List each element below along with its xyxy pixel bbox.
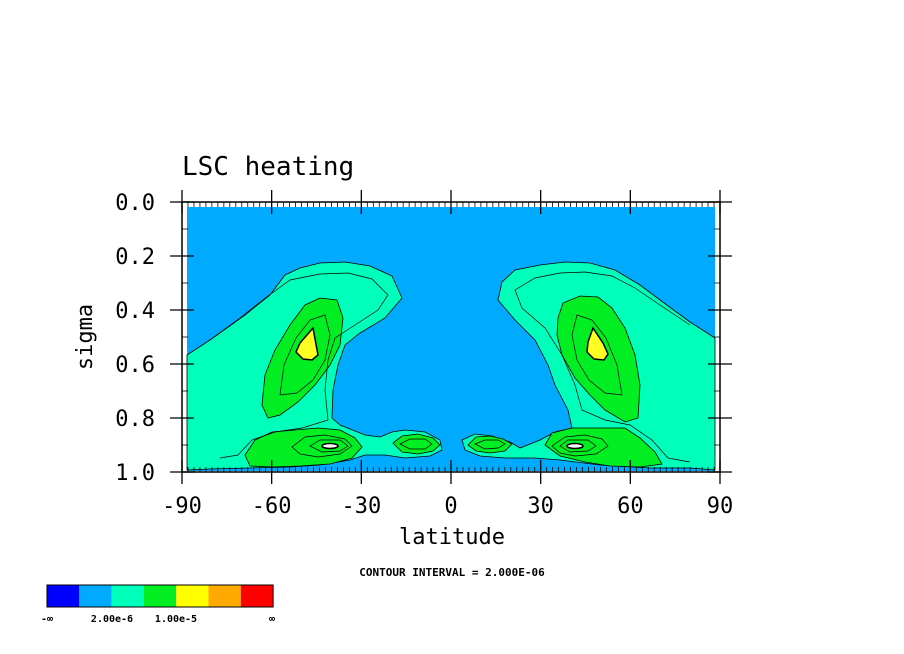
y-tick-label: 0.0 <box>115 191 155 216</box>
colorbar-label: ∞ <box>269 614 275 625</box>
x-tick-label: 90 <box>707 494 734 519</box>
contour-cell-north-equatorial <box>467 435 513 454</box>
x-tick-label: -90 <box>162 494 202 519</box>
y-tick-label: 0.2 <box>115 245 155 270</box>
contour-max-south <box>295 326 319 361</box>
colorbar-swatch <box>240 585 274 607</box>
y-tick-label: 0.4 <box>115 299 155 324</box>
contour-cell-south-equatorial <box>392 433 441 455</box>
colorbar-swatch <box>79 585 112 607</box>
y-tick-label: 0.8 <box>115 407 155 432</box>
contour-line <box>279 314 331 396</box>
colorbar-frame <box>46 584 274 608</box>
colorbar: -∞ 2.00e-6 1.00e-5 ∞ <box>41 584 275 625</box>
contour-line <box>559 439 597 453</box>
contour-line <box>399 438 433 450</box>
x-tick-label: -30 <box>341 494 381 519</box>
colorbar-label: 1.00e-5 <box>155 614 197 625</box>
x-tick-label: 0 <box>444 494 457 519</box>
colorbar-swatch <box>143 585 177 607</box>
contour-line <box>474 439 506 450</box>
contour-peak-south-low <box>321 442 339 450</box>
colorbar-label: 2.00e-6 <box>91 614 133 625</box>
contour-line <box>291 434 353 458</box>
contour-line <box>551 434 609 457</box>
contour-interval-note: CONTOUR INTERVAL = 2.000E-06 <box>359 566 545 579</box>
x-tick-label: 30 <box>527 494 554 519</box>
colorbar-swatch <box>208 585 241 607</box>
colorbar-label: -∞ <box>41 614 53 625</box>
x-tick-label: 60 <box>617 494 644 519</box>
y-tick-label: 1.0 <box>115 461 155 486</box>
x-tick-label: -60 <box>252 494 292 519</box>
y-tick-label: 0.6 <box>115 353 155 378</box>
x-axis: -90 -60 -30 0 30 60 90 <box>162 190 733 519</box>
colorbar-swatch <box>111 585 144 607</box>
colorbar-swatch <box>176 585 209 607</box>
y-axis-label: sigma <box>73 304 98 370</box>
contour-band-north-lower <box>544 427 663 468</box>
x-axis-label: latitude <box>399 525 505 550</box>
contour-peak-north-low <box>566 442 584 450</box>
colorbar-swatch <box>47 585 80 607</box>
contour-line <box>309 439 349 453</box>
contour-fills <box>186 261 716 471</box>
contour-line <box>571 314 623 396</box>
chart-title: LSC heating <box>182 152 354 182</box>
contour-max-north <box>586 326 609 361</box>
contour-line <box>514 271 691 463</box>
y-axis: 0.0 0.2 0.4 0.6 0.8 1.0 <box>115 191 732 486</box>
contour-line <box>209 272 389 459</box>
